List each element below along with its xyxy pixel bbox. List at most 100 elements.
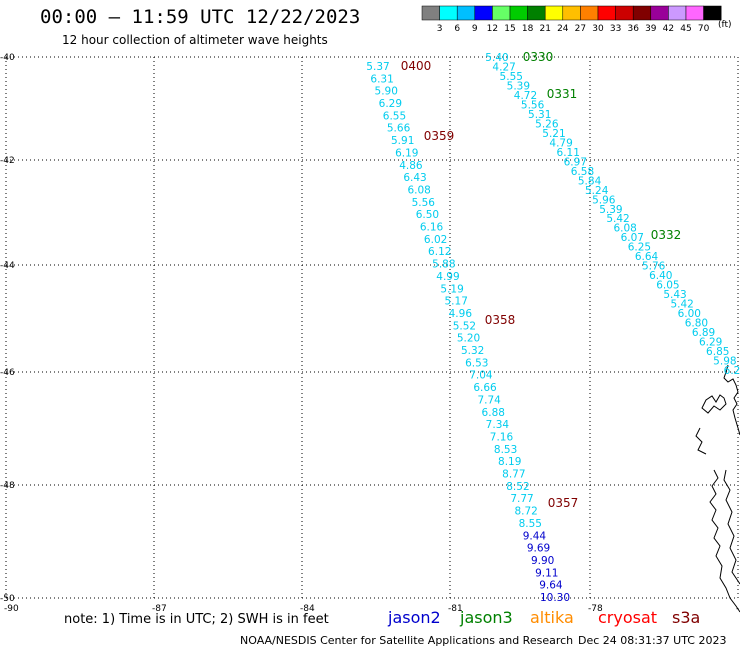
legend-label: 33: [610, 24, 621, 34]
swh-value: 6.55: [383, 110, 406, 122]
swh-value: 6.05: [656, 280, 679, 292]
time-label: 0330: [523, 50, 554, 64]
y-tick-label: -44: [0, 261, 15, 271]
footer-note: note: 1) Time is in UTC; 2) SWH is in fe…: [64, 612, 329, 627]
swh-value: 5.55: [500, 71, 523, 83]
generated-timestamp: Dec 24 08:31:37 UTC 2023: [578, 634, 727, 647]
x-tick-label: -87: [152, 604, 167, 614]
swh-value: 8.19: [498, 456, 521, 468]
swh-value: 5.39: [599, 204, 622, 216]
swh-value: 5.21: [542, 128, 565, 140]
swh-value: 6.88: [482, 407, 505, 419]
swh-value: 4.72: [514, 90, 537, 102]
legend-label: 12: [487, 24, 498, 34]
legend-swatch: [650, 5, 669, 21]
credit-text: NOAA/NESDIS Center for Satellite Applica…: [240, 634, 574, 647]
satellite-jason3: jason3: [460, 608, 513, 627]
swh-value: 6.80: [685, 318, 708, 330]
swh-value: 8.52: [506, 481, 529, 493]
swh-value: 6.89: [692, 327, 715, 339]
swh-value: 5.37: [366, 61, 389, 73]
legend-label: 39: [645, 24, 657, 34]
swh-value: 9.11: [535, 567, 558, 579]
swh-value: 6.08: [613, 223, 636, 235]
legend-label: 18: [522, 24, 534, 34]
legend-swatch: [544, 5, 564, 21]
y-tick-label: -42: [0, 156, 15, 166]
legend-label: 15: [504, 24, 515, 34]
swh-value: 8.72: [514, 506, 537, 518]
swh-value: 6.2: [724, 365, 740, 377]
swh-value: 5.24: [585, 185, 609, 197]
legend-swatch: [632, 5, 652, 21]
legend-swatch: [597, 5, 616, 21]
swh-value: 4.96: [449, 308, 473, 320]
time-label: 0359: [424, 129, 455, 143]
swh-value: 5.42: [670, 299, 693, 311]
swh-value: 6.64: [635, 251, 659, 263]
swh-value: 5.56: [521, 99, 545, 111]
legend-label: 70: [698, 24, 710, 34]
swh-value: 5.98: [713, 356, 736, 368]
swh-value: 8.77: [502, 469, 525, 481]
swh-value: 6.97: [564, 156, 587, 168]
swh-value: 6.16: [420, 222, 444, 234]
swh-value: 6.31: [370, 73, 393, 85]
swh-value: 5.26: [535, 118, 559, 130]
x-tick-label: -90: [4, 604, 19, 614]
swh-value: 7.04: [469, 370, 493, 382]
swh-value: 6.50: [416, 209, 439, 221]
legend-label: 42: [663, 24, 674, 34]
page-subtitle: 12 hour collection of altimeter wave hei…: [62, 33, 328, 47]
legend-swatch: [474, 5, 493, 21]
y-tick-label: -40: [0, 53, 15, 63]
legend-swatch: [685, 5, 704, 21]
legend-label: 36: [627, 24, 639, 34]
satellite-s3a: s3a: [672, 608, 701, 627]
swh-value: 5.91: [391, 135, 414, 147]
time-label: 0400: [401, 59, 432, 73]
page-title: 00:00 – 11:59 UTC 12/22/2023: [40, 6, 361, 28]
swh-value: 6.11: [557, 147, 580, 159]
swh-value: 6.00: [678, 308, 701, 320]
swh-value: 6.02: [424, 234, 447, 246]
coastline-path: [723, 364, 740, 436]
legend-swatch: [580, 5, 599, 21]
swh-value: 5.17: [445, 296, 468, 308]
legend-label: 21: [539, 24, 550, 34]
swh-value: 6.08: [407, 184, 430, 196]
legend-swatch: [668, 5, 687, 21]
swh-value: 9.90: [531, 555, 554, 567]
x-tick-label: -84: [300, 604, 315, 614]
swh-value: 5.88: [432, 259, 455, 271]
swh-value: 5.19: [440, 283, 463, 295]
legend-label: 24: [557, 24, 569, 34]
coastline-path-2: [701, 394, 727, 414]
swh-value: 9.64: [539, 580, 563, 592]
swh-value: 6.12: [428, 246, 451, 258]
y-tick-label: -48: [0, 481, 15, 491]
legend-label: 3: [437, 24, 443, 34]
satellite-altika: altika: [530, 608, 574, 627]
swh-value: 5.84: [578, 175, 602, 187]
swh-value: 6.07: [621, 232, 644, 244]
swh-value: 6.66: [473, 382, 497, 394]
legend-label: 9: [472, 24, 478, 34]
x-tick-label: -78: [588, 604, 603, 614]
legend-swatch: [509, 5, 528, 21]
color-legend: 3 6 9 12 15 18 21 24 27 30 33 36 39 42 45 70: [421, 5, 722, 34]
x-tick-label: -81: [448, 604, 463, 614]
legend-units: (ft): [718, 20, 732, 30]
time-label: 0358: [485, 313, 516, 327]
coastline-path-5: [695, 427, 707, 455]
swh-value: 5.90: [375, 86, 398, 98]
swh-value: 9.44: [523, 530, 547, 542]
swh-value: 5.31: [528, 109, 551, 121]
swh-value: 6.53: [465, 357, 488, 369]
swh-value: 5.96: [592, 194, 616, 206]
swh-value: 4.27: [492, 61, 515, 73]
swh-value: 8.55: [519, 518, 542, 530]
swh-value: 4.99: [436, 271, 459, 283]
legend-label: 6: [454, 24, 460, 34]
